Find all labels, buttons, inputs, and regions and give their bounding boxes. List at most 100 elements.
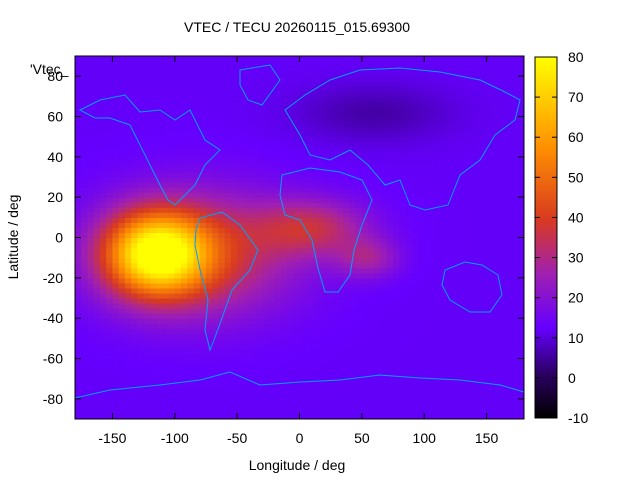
heatmap-cell [106, 207, 114, 213]
heatmap-cell [181, 328, 188, 334]
heatmap-cell [131, 161, 138, 168]
heatmap-cell [505, 393, 513, 400]
heatmap-cell [287, 212, 294, 218]
heatmap-cell [305, 267, 313, 274]
heatmap-cell [380, 166, 388, 173]
heatmap-cell [480, 166, 488, 173]
heatmap-cell [118, 227, 126, 234]
heatmap-cell [405, 96, 413, 102]
heatmap-cell [480, 333, 488, 339]
heatmap-cell [318, 272, 326, 279]
heatmap-cell [118, 76, 126, 82]
heatmap-cell [318, 202, 326, 208]
heatmap-cell [218, 56, 226, 62]
heatmap-cell [293, 156, 301, 163]
heatmap-cell [449, 368, 457, 375]
heatmap-cell [274, 242, 282, 249]
heatmap-cell [486, 328, 494, 334]
heatmap-cell [293, 257, 301, 264]
heatmap-cell [305, 116, 313, 123]
heatmap-cell [118, 303, 126, 309]
heatmap-cell [199, 116, 207, 123]
heatmap-cell [87, 257, 95, 264]
heatmap-cell [181, 252, 188, 259]
heatmap-cell [181, 131, 188, 138]
heatmap-cell [75, 106, 82, 113]
heatmap-cell [393, 353, 400, 360]
heatmap-cell [349, 363, 357, 370]
heatmap-cell [174, 308, 182, 314]
heatmap-cell [380, 277, 388, 284]
heatmap-cell [199, 328, 207, 334]
heatmap-cell [305, 56, 313, 62]
heatmap-cell [461, 257, 469, 264]
heatmap-cell [243, 182, 251, 188]
heatmap-cell [474, 177, 481, 183]
heatmap-cell [205, 106, 213, 113]
heatmap-cell [99, 308, 107, 314]
heatmap-cell [187, 363, 195, 370]
heatmap-cell [399, 378, 407, 385]
heatmap-cell [492, 232, 500, 239]
heatmap-cell [486, 202, 494, 208]
heatmap-cell [361, 343, 369, 350]
heatmap-cell [436, 212, 444, 218]
heatmap-cell [411, 363, 419, 370]
heatmap-cell [137, 353, 145, 360]
heatmap-cell [124, 212, 132, 218]
heatmap-cell [467, 192, 475, 198]
heatmap-cell [424, 197, 432, 203]
heatmap-cell [230, 81, 238, 87]
heatmap-cell [336, 277, 344, 284]
heatmap-cell [249, 292, 257, 299]
heatmap-cell [212, 308, 220, 314]
heatmap-cell [430, 328, 438, 334]
heatmap-cell [318, 358, 326, 365]
heatmap-cell [380, 282, 388, 289]
heatmap-cell [168, 363, 176, 370]
heatmap-cell [349, 333, 357, 339]
heatmap-cell [455, 207, 463, 213]
heatmap-cell [249, 56, 257, 62]
heatmap-cell [187, 262, 195, 269]
heatmap-cell [93, 171, 101, 178]
heatmap-cell [218, 227, 226, 234]
heatmap-cell [75, 81, 82, 87]
heatmap-cell [411, 242, 419, 249]
heatmap-cell [205, 227, 213, 234]
heatmap-cell [168, 121, 176, 128]
heatmap-cell [137, 61, 145, 67]
heatmap-cell [274, 303, 282, 309]
heatmap-cell [193, 227, 201, 234]
heatmap-cell [449, 182, 457, 188]
heatmap-cell [318, 121, 326, 128]
heatmap-cell [187, 227, 195, 234]
heatmap-cell [230, 287, 238, 294]
heatmap-cell [480, 272, 488, 279]
heatmap-cell [318, 398, 326, 405]
heatmap-cell [131, 358, 138, 365]
heatmap-cell [280, 262, 288, 269]
heatmap-cell [205, 292, 213, 299]
heatmap-cell [499, 151, 506, 158]
heatmap-cell [262, 403, 269, 410]
heatmap-cell [318, 96, 326, 102]
heatmap-cell [99, 212, 107, 218]
heatmap-cell [386, 318, 394, 324]
heatmap-cell [461, 66, 469, 72]
heatmap-cell [355, 368, 363, 375]
heatmap-cell [118, 333, 126, 339]
heatmap-cell [374, 136, 382, 143]
heatmap-cell [81, 182, 89, 188]
heatmap-cell [424, 212, 432, 218]
heatmap-cell [199, 413, 207, 419]
heatmap-cell [368, 313, 375, 319]
heatmap-cell [324, 66, 332, 72]
heatmap-cell [442, 368, 450, 375]
heatmap-cell [436, 151, 444, 158]
heatmap-cell [374, 227, 382, 234]
heatmap-cell [143, 222, 151, 229]
heatmap-cell [318, 161, 326, 168]
heatmap-cell [474, 378, 481, 385]
heatmap-cell [386, 166, 394, 173]
